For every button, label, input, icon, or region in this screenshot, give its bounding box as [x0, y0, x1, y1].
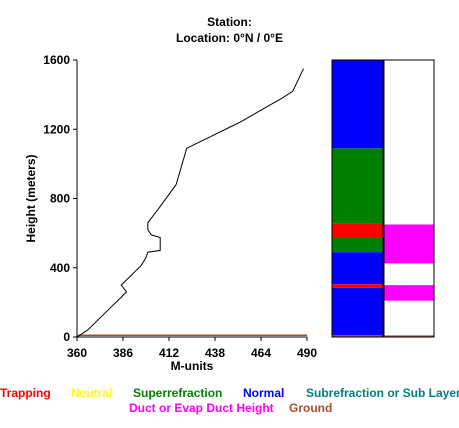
legend-ground: Ground	[289, 401, 333, 415]
x-tick-label: 464	[251, 346, 271, 360]
layer-columns	[331, 59, 435, 338]
layer-column-right-segment	[384, 224, 434, 264]
y-tick-label: 1200	[43, 122, 70, 136]
y-axis-label: Height (meters)	[24, 154, 38, 242]
legend-duct: Duct or Evap Duct Height	[129, 401, 274, 415]
layer-column-left-frame	[331, 59, 384, 338]
location-subtitle: Location: 0°N / 0°E	[176, 31, 283, 45]
m-unit-plot: 0 400 800 1200 1600 360 386 412 438 464 490 M-units…	[24, 53, 317, 373]
layer-column-right-frame	[383, 59, 435, 338]
y-tick-label: 400	[50, 261, 70, 275]
x-axis-label: M-units	[171, 359, 214, 373]
legend-trapping: Trapping	[0, 386, 51, 400]
y-tick-label: 1600	[43, 53, 70, 67]
x-tick-label: 490	[297, 346, 317, 360]
layer-column-left-segment	[332, 60, 383, 149]
layer-column-left-segment	[332, 287, 383, 336]
layer-column-right-segment	[384, 300, 434, 336]
legend-superrefraction: Superrefraction	[133, 386, 223, 400]
layer-column-right-segment	[384, 335, 434, 337]
legend-neutral: Neutral	[71, 386, 113, 400]
m-unit-profile-line	[76, 68, 304, 338]
x-tick-label: 438	[205, 346, 225, 360]
x-tick-label: 412	[159, 346, 179, 360]
layer-column-right-segment	[384, 285, 434, 301]
legend-subrefraction: Subrefraction or Sub Layer	[306, 386, 459, 400]
y-tick-label: 0	[63, 330, 70, 344]
layer-column-left-segment	[332, 252, 383, 285]
station-title: Station:	[207, 15, 252, 29]
layer-column-right-segment	[384, 263, 434, 286]
layer-column-left-segment	[332, 284, 383, 288]
x-tick-label: 360	[67, 346, 87, 360]
x-tick-label: 386	[113, 346, 133, 360]
layer-column-left-segment	[332, 237, 383, 253]
layer-column-right-segment	[384, 60, 434, 225]
layer-column-left-segment	[332, 335, 383, 337]
legend-normal: Normal	[243, 386, 285, 400]
layer-column-left-segment	[332, 223, 383, 238]
y-tick-label: 800	[50, 192, 70, 206]
layer-column-left-segment	[332, 148, 383, 224]
